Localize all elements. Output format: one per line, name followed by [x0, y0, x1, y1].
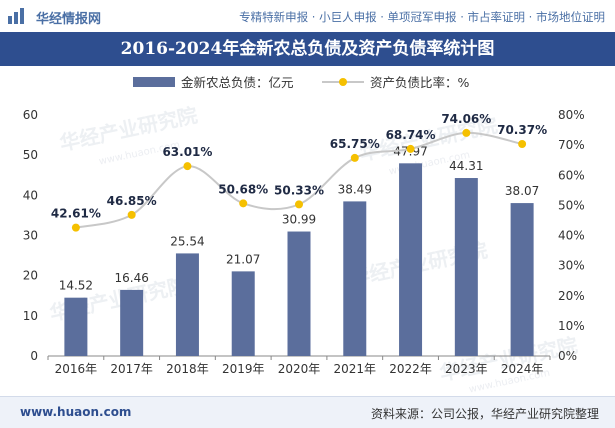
y-right-tick-label: 30%	[558, 259, 585, 273]
top-bar: 华经情报网 专精特新申报 · 小巨人申报 · 单项冠军申报 · 市占率证明 · …	[0, 0, 615, 32]
footer-source: 资料来源：公司公报，华经产业研究院整理	[370, 407, 599, 421]
ratio-value-label: 50.68%	[218, 182, 268, 196]
bar	[287, 231, 311, 356]
x-tick-label: 2021年	[334, 362, 377, 376]
chart: 华经产业研究院华经产业研究院华经产业研究院华经产业研究院华经产业研究院www.h…	[23, 75, 585, 396]
logo-text[interactable]: 华经情报网	[36, 12, 102, 27]
x-tick-label: 2024年	[501, 362, 544, 376]
ratio-value-label: 70.37%	[497, 123, 547, 137]
ratio-value-label: 74.06%	[441, 112, 491, 126]
bar	[231, 271, 255, 356]
ratio-marker	[462, 128, 471, 137]
ratio-marker	[239, 199, 248, 208]
x-tick-label: 2016年	[55, 362, 98, 376]
x-tick-label: 2023年	[445, 362, 488, 376]
y-right-tick-label: 0%	[558, 349, 577, 363]
logo-icon	[8, 8, 24, 24]
ratio-value-label: 65.75%	[330, 137, 380, 151]
bar	[510, 203, 534, 356]
legend-bar-label: 金新农总负债：亿元	[181, 75, 294, 90]
bar-value-label: 21.07	[226, 252, 260, 266]
x-tick-label: 2019年	[222, 362, 265, 376]
bar	[64, 297, 88, 356]
y-left-tick-label: 50	[23, 148, 38, 162]
bar	[120, 289, 144, 356]
ratio-marker	[406, 144, 415, 153]
x-tick-label: 2017年	[110, 362, 153, 376]
bar	[175, 253, 199, 356]
bar-value-label: 30.99	[282, 213, 316, 227]
bar-value-label: 38.49	[338, 182, 372, 196]
header-tagline: 专精特新申报 · 小巨人申报 · 单项冠军申报 · 市占率证明 · 市场地位证明	[239, 10, 605, 24]
y-right-tick-label: 80%	[558, 108, 585, 122]
y-left-tick-label: 40	[23, 188, 38, 202]
y-right-tick-label: 70%	[558, 138, 585, 152]
legend-bar-swatch	[133, 77, 175, 87]
legend-line-label: 资产负债比率：%	[370, 75, 470, 90]
ratio-marker	[350, 153, 359, 162]
x-tick-label: 2018年	[166, 362, 209, 376]
y-right-tick-label: 50%	[558, 198, 585, 212]
bar-value-label: 25.54	[170, 234, 204, 248]
y-left-tick-label: 10	[23, 309, 38, 323]
bar-value-label: 16.46	[114, 271, 148, 285]
chart-title: 2016-2024年金新农总负债及资产负债率统计图	[0, 32, 615, 66]
bar-value-label: 38.07	[505, 184, 539, 198]
y-left-tick-label: 0	[30, 349, 38, 363]
x-tick-label: 2020年	[278, 362, 321, 376]
y-right-tick-label: 40%	[558, 229, 585, 243]
y-right-tick-label: 20%	[558, 289, 585, 303]
legend-line-marker	[339, 78, 347, 86]
ratio-marker	[518, 140, 527, 149]
bar	[399, 163, 423, 356]
x-tick-label: 2022年	[389, 362, 432, 376]
ratio-value-label: 63.01%	[162, 145, 212, 159]
ratio-marker	[71, 223, 80, 232]
y-left-tick-label: 30	[23, 229, 38, 243]
bar-value-label: 14.52	[59, 279, 93, 293]
ratio-value-label: 42.61%	[51, 207, 101, 221]
y-left-tick-label: 60	[23, 108, 38, 122]
ratio-value-label: 50.33%	[274, 183, 324, 197]
footer: www.huaon.com 资料来源：公司公报，华经产业研究院整理	[0, 396, 615, 428]
ratio-marker	[183, 162, 192, 171]
footer-url[interactable]: www.huaon.com	[20, 405, 132, 419]
ratio-value-label: 46.85%	[107, 194, 157, 208]
bar	[343, 201, 367, 356]
bar	[454, 178, 478, 356]
y-right-tick-label: 60%	[558, 168, 585, 182]
bar-value-label: 44.31	[449, 159, 483, 173]
y-left-tick-label: 20	[23, 269, 38, 283]
ratio-value-label: 68.74%	[386, 128, 436, 142]
ratio-marker	[127, 210, 136, 219]
ratio-marker	[295, 200, 303, 209]
y-right-tick-label: 10%	[558, 319, 585, 333]
